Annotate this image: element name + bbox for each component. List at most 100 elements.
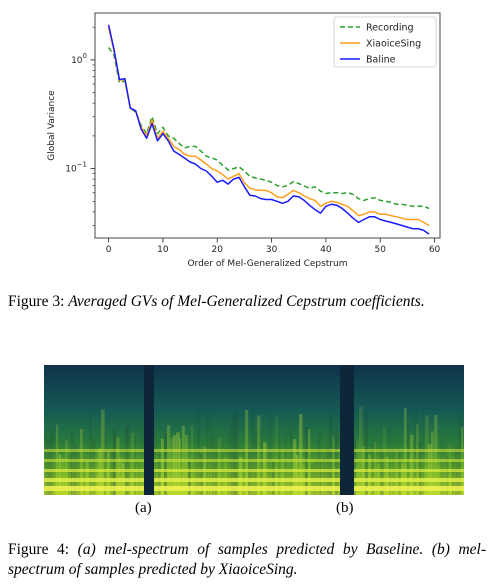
figure-4-caption: Figure 4: (a) mel-spectrum of samples pr… <box>8 540 486 580</box>
spectro-streak <box>227 432 230 495</box>
x-tick-label: 30 <box>266 245 278 255</box>
figure-4-text: (a) mel-spectrum of samples predicted by… <box>8 541 487 578</box>
spectro-streak <box>161 438 164 495</box>
spectro-streak <box>68 454 72 495</box>
spectro-streak <box>206 415 209 495</box>
legend-box <box>333 16 437 68</box>
spectro-streak <box>386 456 389 495</box>
spectro-streak <box>113 429 116 495</box>
spectro-streak <box>83 456 86 495</box>
spectro-streak <box>233 411 237 495</box>
spectro-harmonic-band <box>44 478 464 482</box>
spectro-streak <box>212 435 215 495</box>
spectro-harmonic-band <box>44 469 464 472</box>
figure-3-label: Figure 3: <box>8 293 65 310</box>
spectro-streak <box>230 421 233 495</box>
spectro-streak <box>236 416 239 495</box>
spectro-streak <box>101 409 105 495</box>
spectro-streak <box>65 439 69 495</box>
spectro-streak <box>380 450 384 495</box>
x-tick-label: 0 <box>106 245 112 255</box>
spectro-silence-gap <box>340 365 354 495</box>
spectro-streak <box>296 454 299 495</box>
y-tick-label: 100 <box>71 52 87 66</box>
x-axis-label: Order of Mel-Generalized Cepstrum <box>187 259 347 269</box>
spectro-streak <box>50 429 53 495</box>
legend-label-recording: Recording <box>366 23 414 34</box>
spectro-streak <box>200 453 204 495</box>
spectro-streak <box>323 458 326 495</box>
legend-label-xiaoicesing: XiaoiceSing <box>366 39 421 50</box>
spectro-streak <box>266 438 270 495</box>
x-tick-label: 50 <box>375 245 387 255</box>
spectro-streak <box>92 438 96 495</box>
spectro-streak <box>317 433 321 495</box>
spectro-streak <box>368 454 372 495</box>
series-line-xiaoicesing <box>107 27 430 227</box>
spectro-streak <box>257 415 261 495</box>
spectro-streak <box>116 437 120 495</box>
spectro-streak <box>308 429 311 495</box>
spectro-streak <box>254 431 258 495</box>
subfigure-a-label: (a) <box>135 500 152 516</box>
spectro-streak <box>107 452 110 495</box>
spectro-streak <box>239 456 243 495</box>
spectro-streak <box>353 438 357 495</box>
figure-4-label: Figure 4: <box>8 541 70 558</box>
spectro-streak <box>395 451 399 495</box>
spectro-streak <box>176 432 180 495</box>
spectro-streak <box>155 460 159 495</box>
spectro-streak <box>173 435 177 495</box>
spectro-streak <box>365 412 368 495</box>
spectro-streak <box>284 429 288 495</box>
spectro-streak <box>458 414 462 495</box>
series-line-baline <box>107 24 430 235</box>
spectro-streak <box>59 454 62 495</box>
subfigure-b-label: (b) <box>336 500 354 516</box>
spectro-streak <box>374 442 377 495</box>
spectro-streak <box>44 435 48 495</box>
spectro-silence-gap <box>144 365 154 495</box>
spectro-streak <box>140 417 143 495</box>
spectro-streak <box>224 457 228 495</box>
mel-spectrogram-image <box>44 365 464 495</box>
spectro-streak <box>440 436 443 495</box>
spectro-streak <box>218 437 222 495</box>
spectro-streak <box>185 434 188 495</box>
spectro-streak <box>338 458 341 495</box>
spectro-streak <box>263 442 267 495</box>
spectro-streak <box>356 439 360 495</box>
y-axis-label: Global Variance <box>47 90 57 161</box>
spectro-streak <box>293 439 297 495</box>
legend-label-baline: Baline <box>366 55 396 66</box>
spectro-streak <box>281 450 285 495</box>
figure-3-caption: Figure 3: Averaged GVs of Mel-Generalize… <box>8 292 486 312</box>
spectro-streak <box>158 453 161 495</box>
spectro-streak <box>410 434 414 495</box>
spectro-background <box>44 365 464 495</box>
figure-3-text: Averaged GVs of Mel-Generalized Cepstrum… <box>68 293 425 310</box>
spectro-streak <box>209 411 213 495</box>
spectro-streak <box>407 422 410 495</box>
spectro-streak <box>425 415 429 495</box>
spectro-streak <box>434 414 438 495</box>
spectro-streak <box>452 460 455 495</box>
spectro-streak <box>446 456 449 495</box>
spectro-streak <box>47 438 51 495</box>
spectro-harmonic-band <box>44 449 464 452</box>
spectro-streak <box>77 450 81 495</box>
spectro-harmonic-band <box>44 459 464 462</box>
spectro-streak <box>62 457 65 495</box>
spectro-streak <box>221 440 224 495</box>
spectro-streak <box>95 449 98 495</box>
x-tick-label: 10 <box>157 245 169 255</box>
spectro-streak <box>431 431 434 495</box>
spectro-streak <box>194 452 198 495</box>
spectro-streak <box>275 416 279 495</box>
spectro-streak <box>332 437 335 495</box>
gv-line-chart: 100 10−1 0 10 20 30 40 50 60 Order of Mel-General… <box>47 12 441 269</box>
spectro-streak <box>329 411 333 495</box>
x-tick-label: 40 <box>320 245 332 255</box>
spectro-streak <box>398 449 401 495</box>
spectro-streak <box>278 437 281 495</box>
